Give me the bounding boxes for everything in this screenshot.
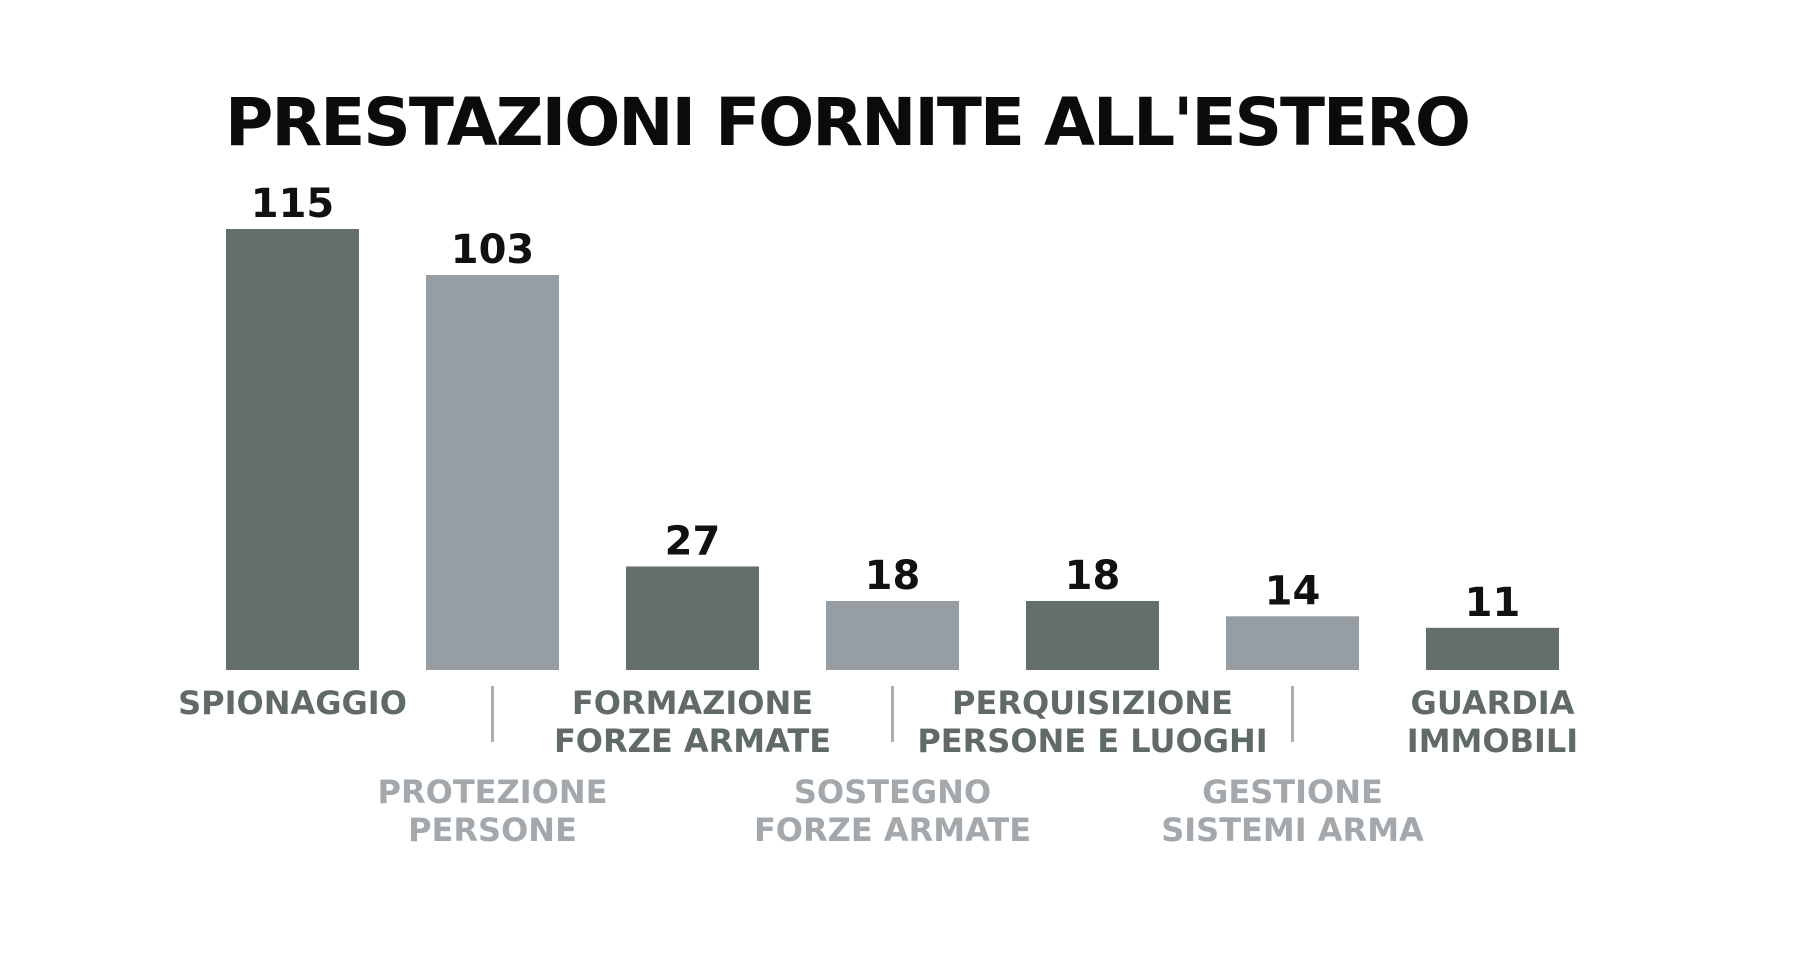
category-label-line: SPIONAGGIO: [178, 684, 407, 722]
value-label-protezione-persone: 103: [451, 227, 535, 273]
value-label-perquisizione-persone-e-luoghi: 18: [1065, 553, 1121, 599]
category-label-line: GESTIONE: [1202, 773, 1383, 811]
category-label-line: FORZE ARMATE: [554, 722, 831, 760]
category-label-protezione-persone: PROTEZIONE PERSONE: [378, 773, 608, 849]
category-label-line: GUARDIA: [1411, 684, 1575, 722]
value-label-gestione-sistemi-arma: 14: [1265, 568, 1321, 614]
bar-sostegno-forze-armate: [826, 600, 959, 670]
category-label-guardia-immobili: GUARDIA IMMOBILI: [1407, 684, 1578, 760]
bar-formazione-forze-armate: [626, 566, 759, 670]
value-label-spionaggio: 115: [251, 181, 335, 227]
bar-protezione-persone: [426, 275, 559, 670]
separators-group: [491, 686, 1294, 742]
bar-perquisizione-persone-e-luoghi: [1026, 600, 1159, 670]
category-label-formazione-forze-armate: FORMAZIONE FORZE ARMATE: [554, 684, 831, 760]
category-label-line: FORMAZIONE: [572, 684, 813, 722]
category-label-line: SOSTEGNO: [794, 773, 991, 811]
value-labels-group: 115 103 27 18 18 14 11: [251, 181, 1521, 626]
category-label-line: SISTEMI ARMA: [1161, 811, 1424, 849]
category-label-line: IMMOBILI: [1407, 722, 1578, 760]
bar-gestione-sistemi-arma: [1226, 616, 1359, 670]
value-label-formazione-forze-armate: 27: [665, 518, 721, 564]
category-label-line: PERQUISIZIONE: [952, 684, 1233, 722]
value-label-guardia-immobili: 11: [1465, 580, 1521, 626]
bars-group: [226, 229, 1559, 670]
category-label-spionaggio: SPIONAGGIO: [178, 684, 407, 722]
category-label-perquisizione-persone-e-luoghi: PERQUISIZIONE PERSONE E LUOGHI: [917, 684, 1267, 760]
bar-spionaggio: [226, 229, 359, 670]
value-label-sostegno-forze-armate: 18: [865, 553, 921, 599]
category-label-line: PERSONE E LUOGHI: [917, 722, 1267, 760]
category-label-gestione-sistemi-arma: GESTIONE SISTEMI ARMA: [1161, 773, 1424, 849]
bar-guardia-immobili: [1426, 627, 1559, 670]
category-label-sostegno-forze-armate: SOSTEGNO FORZE ARMATE: [754, 773, 1031, 849]
chart-title: PRESTAZIONI FORNITE ALL'ESTERO: [225, 84, 1471, 161]
category-label-line: PROTEZIONE: [378, 773, 608, 811]
category-label-line: FORZE ARMATE: [754, 811, 1031, 849]
category-label-line: PERSONE: [408, 811, 577, 849]
